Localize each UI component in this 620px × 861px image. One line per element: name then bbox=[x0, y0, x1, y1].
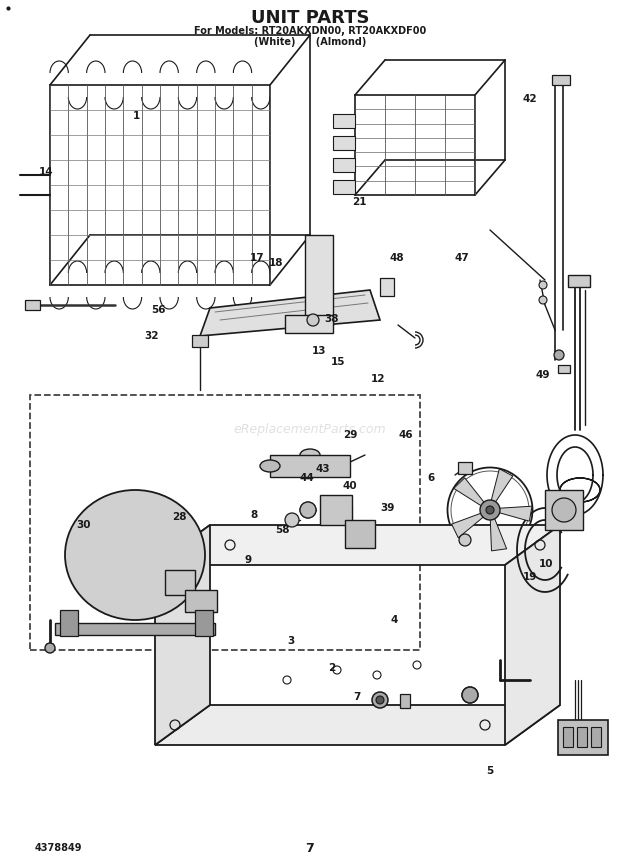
Text: For Models: RT20AKXDN00, RT20AKXDF00: For Models: RT20AKXDN00, RT20AKXDF00 bbox=[194, 26, 426, 36]
Bar bbox=[333, 180, 355, 194]
Text: eReplacementParts.com: eReplacementParts.com bbox=[234, 424, 386, 437]
Text: 5: 5 bbox=[486, 765, 494, 776]
Text: 28: 28 bbox=[172, 511, 187, 522]
Text: 19: 19 bbox=[523, 572, 538, 582]
Circle shape bbox=[462, 687, 478, 703]
Bar bbox=[270, 455, 350, 477]
Text: 30: 30 bbox=[76, 520, 91, 530]
Bar bbox=[333, 136, 355, 150]
Circle shape bbox=[285, 513, 299, 527]
Circle shape bbox=[376, 696, 384, 704]
Bar bbox=[558, 720, 608, 755]
Bar bbox=[305, 235, 333, 325]
Ellipse shape bbox=[260, 460, 280, 472]
Bar bbox=[458, 462, 472, 474]
Circle shape bbox=[539, 281, 547, 289]
Circle shape bbox=[554, 350, 564, 360]
Circle shape bbox=[552, 498, 576, 522]
Text: 7: 7 bbox=[353, 692, 360, 703]
Bar bbox=[591, 727, 601, 747]
Text: 8: 8 bbox=[250, 510, 258, 520]
Text: 46: 46 bbox=[399, 430, 414, 440]
Text: 49: 49 bbox=[535, 369, 550, 380]
Polygon shape bbox=[451, 511, 487, 538]
Text: 29: 29 bbox=[343, 430, 358, 440]
Text: 18: 18 bbox=[268, 257, 283, 268]
Text: 7: 7 bbox=[306, 841, 314, 854]
Polygon shape bbox=[200, 290, 380, 336]
Text: 12: 12 bbox=[371, 374, 386, 384]
Bar bbox=[30, 395, 420, 650]
Bar bbox=[195, 610, 213, 636]
Bar bbox=[60, 610, 78, 636]
Text: 47: 47 bbox=[454, 253, 469, 263]
Text: (White)      (Almond): (White) (Almond) bbox=[254, 37, 366, 47]
Bar bbox=[558, 365, 570, 373]
Bar bbox=[185, 590, 217, 612]
Circle shape bbox=[539, 296, 547, 304]
Bar bbox=[563, 727, 573, 747]
Text: 42: 42 bbox=[523, 94, 538, 104]
Bar bbox=[55, 623, 215, 635]
Text: 39: 39 bbox=[380, 503, 395, 513]
Text: 1: 1 bbox=[133, 111, 140, 121]
Circle shape bbox=[307, 314, 319, 326]
Ellipse shape bbox=[65, 490, 205, 620]
Text: 43: 43 bbox=[315, 464, 330, 474]
Text: 56: 56 bbox=[151, 305, 166, 315]
Polygon shape bbox=[454, 478, 487, 508]
Bar bbox=[192, 335, 208, 347]
Bar bbox=[333, 158, 355, 172]
Polygon shape bbox=[490, 469, 513, 506]
Polygon shape bbox=[155, 525, 210, 745]
Text: 44: 44 bbox=[299, 473, 314, 483]
Text: 32: 32 bbox=[144, 331, 159, 341]
Polygon shape bbox=[155, 705, 560, 745]
Bar bbox=[380, 278, 394, 296]
Polygon shape bbox=[505, 525, 560, 745]
Circle shape bbox=[300, 502, 316, 518]
Text: 10: 10 bbox=[538, 559, 553, 569]
Bar bbox=[345, 520, 375, 548]
Text: 4378849: 4378849 bbox=[35, 843, 82, 853]
Bar bbox=[577, 727, 587, 747]
Text: 6: 6 bbox=[427, 473, 435, 483]
Text: 13: 13 bbox=[312, 346, 327, 356]
Text: 40: 40 bbox=[343, 481, 358, 492]
Text: 3: 3 bbox=[288, 636, 295, 647]
Polygon shape bbox=[495, 506, 532, 521]
Bar bbox=[165, 570, 195, 595]
Text: UNIT PARTS: UNIT PARTS bbox=[250, 9, 370, 27]
Bar bbox=[545, 490, 583, 530]
Bar bbox=[552, 75, 570, 85]
Circle shape bbox=[480, 500, 500, 520]
Text: 2: 2 bbox=[328, 663, 335, 673]
Ellipse shape bbox=[300, 449, 320, 461]
Circle shape bbox=[45, 643, 55, 653]
Circle shape bbox=[372, 692, 388, 708]
Polygon shape bbox=[155, 525, 560, 565]
Bar bbox=[25, 300, 40, 310]
Text: 38: 38 bbox=[324, 313, 339, 324]
Text: 14: 14 bbox=[39, 167, 54, 177]
Text: 17: 17 bbox=[250, 253, 265, 263]
Bar bbox=[320, 495, 352, 525]
Text: 58: 58 bbox=[275, 524, 290, 535]
Text: 4: 4 bbox=[390, 615, 397, 625]
Text: 48: 48 bbox=[389, 253, 404, 263]
Bar bbox=[285, 315, 333, 333]
Circle shape bbox=[459, 534, 471, 546]
Bar bbox=[400, 694, 410, 708]
Polygon shape bbox=[490, 514, 507, 551]
Bar bbox=[333, 114, 355, 128]
Text: 15: 15 bbox=[330, 356, 345, 367]
Circle shape bbox=[486, 506, 494, 514]
Text: 21: 21 bbox=[352, 197, 367, 208]
Bar bbox=[568, 275, 590, 287]
Text: 9: 9 bbox=[244, 554, 252, 565]
